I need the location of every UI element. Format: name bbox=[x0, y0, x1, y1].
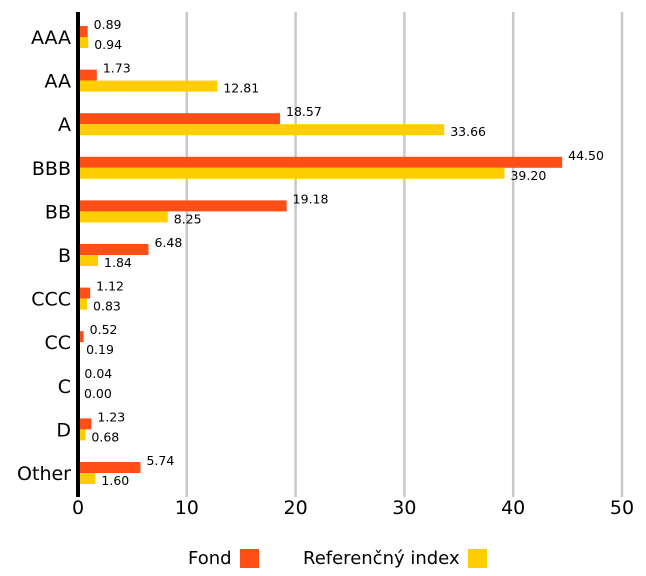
bar-fond bbox=[78, 113, 281, 125]
category-label: BBB bbox=[32, 158, 71, 180]
legend-label-referencny-index: Referenčný index bbox=[303, 548, 460, 569]
x-tick-label: 10 bbox=[175, 497, 199, 519]
bar-referencny-index bbox=[78, 167, 505, 179]
category-label: BB bbox=[45, 201, 71, 223]
value-label-fond: 6.48 bbox=[155, 235, 183, 250]
value-label-fond: 5.74 bbox=[146, 453, 174, 468]
category-label: CCC bbox=[31, 289, 71, 311]
gridlines bbox=[185, 12, 624, 497]
x-tick-label: 40 bbox=[501, 497, 525, 519]
legend-swatch-referencny-index bbox=[467, 549, 487, 568]
legend: Fond Referenčný index bbox=[0, 548, 646, 576]
value-label-fond: 1.73 bbox=[103, 61, 131, 76]
bar-fond bbox=[78, 331, 84, 343]
category-label: A bbox=[58, 114, 71, 136]
bar-referencny-index bbox=[78, 211, 168, 223]
x-tick-label: 0 bbox=[72, 497, 84, 519]
bar-referencny-index bbox=[78, 255, 99, 266]
bar-referencny-index bbox=[78, 298, 88, 310]
bar-referencny-index bbox=[78, 37, 89, 48]
bar-fond bbox=[78, 69, 97, 81]
bar-referencny-index bbox=[78, 124, 445, 136]
value-label-referencny-index: 0.19 bbox=[86, 342, 114, 357]
value-label-referencny-index: 1.84 bbox=[104, 255, 132, 270]
x-tick-label: 30 bbox=[392, 497, 416, 519]
value-label-fond: 0.04 bbox=[84, 366, 112, 381]
bar-fond bbox=[78, 418, 92, 430]
x-tick-labels: 0 10 20 30 40 50 bbox=[72, 497, 634, 519]
bar-fond bbox=[78, 200, 287, 212]
value-label-fond: 1.23 bbox=[97, 409, 125, 424]
category-label: AAA bbox=[31, 27, 71, 49]
legend-item-fond: Fond bbox=[188, 548, 259, 569]
bar-referencny-index bbox=[78, 429, 86, 441]
value-label-fond: 44.50 bbox=[568, 148, 604, 163]
value-labels: 0.89 0.94 1.73 12.81 18.57 33.66 44.50 39.20 19.… bbox=[84, 17, 604, 488]
category-label: AA bbox=[44, 71, 71, 93]
value-label-referencny-index: 12.81 bbox=[223, 81, 259, 96]
value-label-referencny-index: 1.60 bbox=[101, 473, 129, 488]
bar-referencny-index bbox=[78, 473, 96, 484]
category-label: CC bbox=[44, 332, 71, 354]
value-label-referencny-index: 33.66 bbox=[450, 124, 486, 139]
x-tick-label: 20 bbox=[284, 497, 308, 519]
bar-fond bbox=[78, 462, 141, 473]
legend-item-referencny-index: Referenčný index bbox=[303, 548, 487, 569]
value-label-fond: 0.52 bbox=[90, 322, 118, 337]
category-label: C bbox=[58, 376, 71, 398]
bar-fond bbox=[78, 244, 149, 255]
value-label-referencny-index: 8.25 bbox=[174, 211, 202, 226]
bar-referencny-index bbox=[78, 80, 218, 92]
value-label-referencny-index: 0.68 bbox=[91, 429, 119, 444]
category-label: B bbox=[58, 245, 71, 267]
x-tick-label: 50 bbox=[610, 497, 634, 519]
value-label-referencny-index: 0.94 bbox=[94, 37, 122, 52]
bar-fond bbox=[78, 287, 91, 299]
value-label-referencny-index: 0.00 bbox=[84, 386, 112, 401]
value-label-fond: 1.12 bbox=[96, 279, 124, 294]
legend-swatch-fond bbox=[239, 549, 259, 568]
value-label-referencny-index: 39.20 bbox=[510, 168, 546, 183]
value-label-fond: 19.18 bbox=[293, 191, 329, 206]
legend-label-fond: Fond bbox=[188, 548, 232, 569]
category-label: Other bbox=[17, 463, 71, 485]
value-label-fond: 18.57 bbox=[286, 104, 322, 119]
bar-fond bbox=[78, 26, 88, 37]
value-label-fond: 0.89 bbox=[94, 17, 122, 32]
bars bbox=[78, 26, 563, 484]
value-label-referencny-index: 0.83 bbox=[93, 299, 121, 314]
bar-fond bbox=[78, 156, 563, 168]
category-label: D bbox=[56, 419, 71, 441]
